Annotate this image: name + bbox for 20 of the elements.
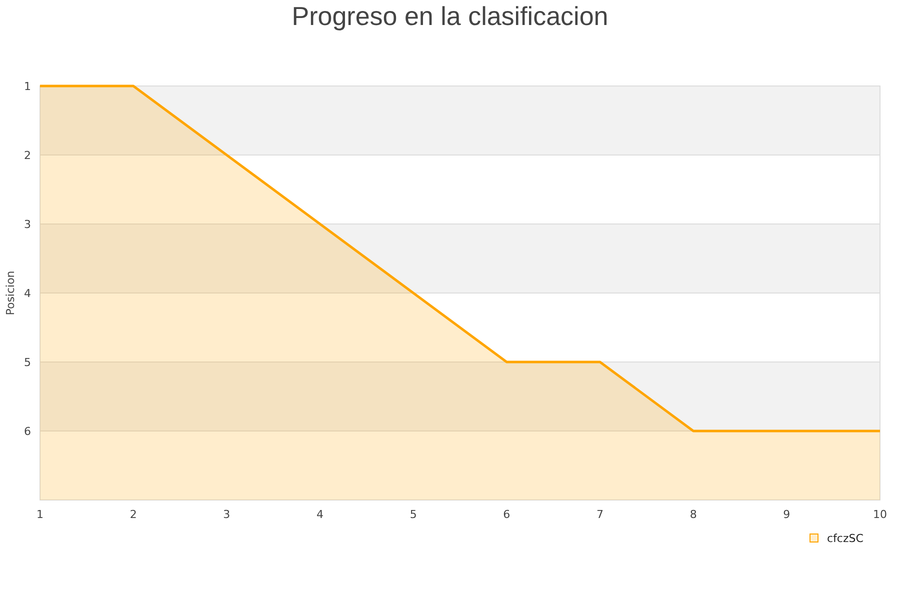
y-tick-label: 3	[24, 218, 31, 231]
x-tick-label: 5	[410, 508, 417, 521]
x-tick-label: 1	[36, 508, 44, 521]
x-tick-label: 7	[596, 508, 604, 521]
x-tick-label: 10	[873, 508, 887, 521]
y-tick-label: 6	[24, 424, 31, 438]
chart-title: Progreso en la clasificacion	[292, 1, 608, 31]
y-tick-label: 4	[24, 286, 31, 300]
y-tick-label: 5	[24, 356, 31, 369]
y-tick-label: 2	[24, 148, 31, 162]
x-tick-label: 9	[783, 508, 790, 521]
y-axis-title: Posicion	[4, 270, 17, 316]
x-tick-label: 2	[130, 508, 137, 521]
x-tick-label: 8	[690, 508, 697, 521]
x-tick-label: 6	[503, 508, 510, 521]
x-tick-label: 3	[223, 508, 230, 521]
x-tick-label: 4	[316, 508, 324, 521]
y-tick-label: 1	[24, 80, 31, 93]
line-series	[38, 84, 882, 432]
legend-label: cfczSC	[827, 532, 864, 545]
